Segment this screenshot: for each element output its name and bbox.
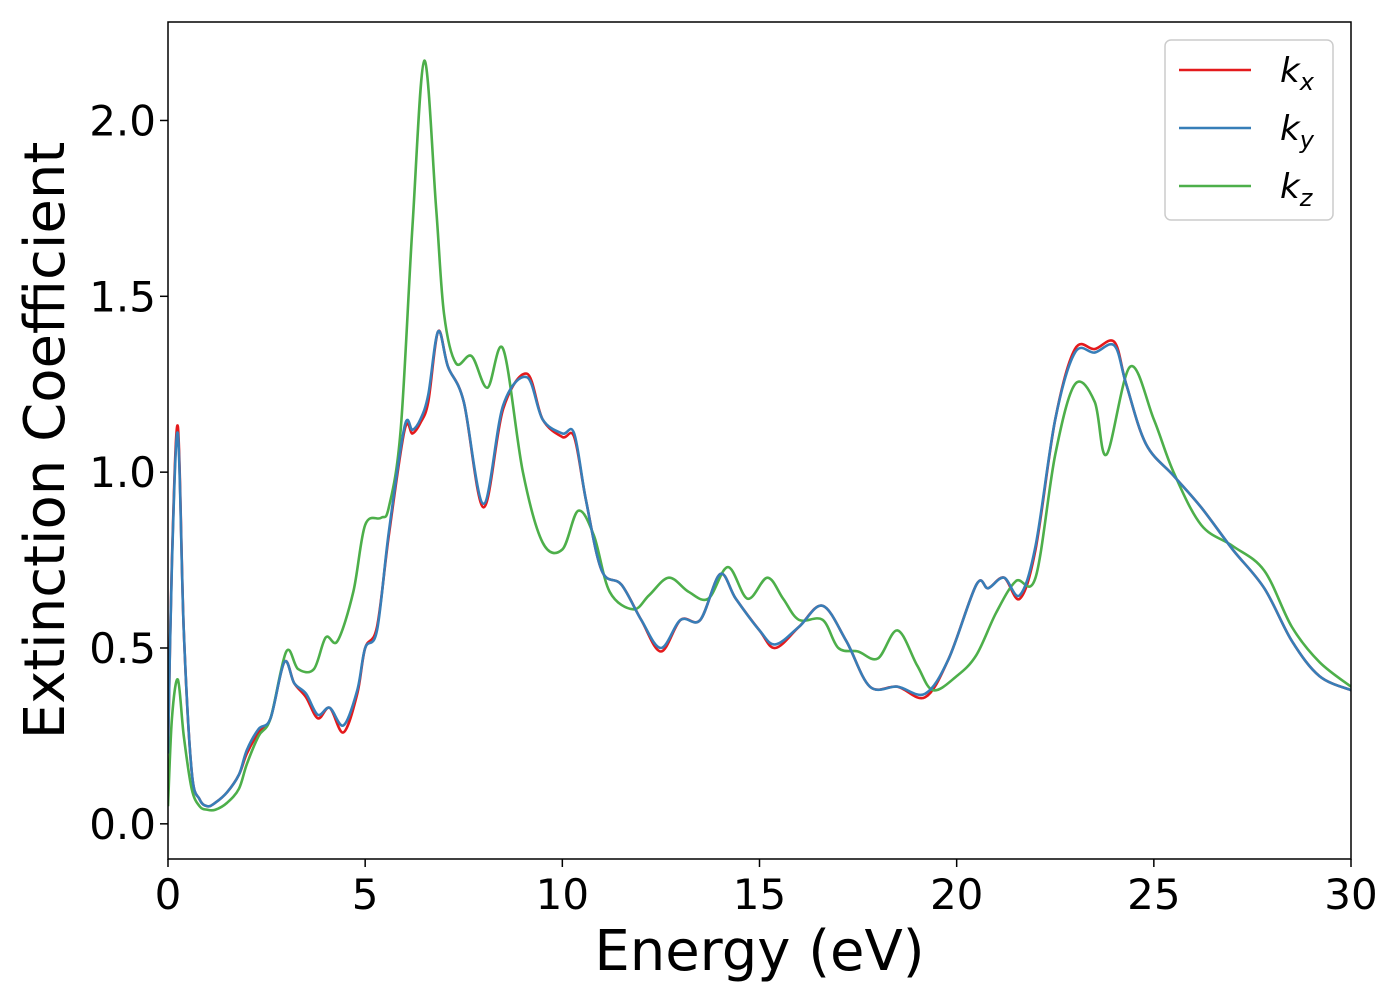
y-tick-label: 1.0 xyxy=(89,448,156,497)
legend-label-y: ky xyxy=(1280,109,1315,154)
x-tick-label: 15 xyxy=(733,870,786,919)
y-tick-label: 1.5 xyxy=(89,272,156,321)
x-tick-label: 25 xyxy=(1127,870,1180,919)
legend-label-x: kx xyxy=(1280,51,1315,96)
x-axis-ticks: 0 5 10 15 20 25 30 xyxy=(155,859,1378,919)
y-axis-ticks: 0.0 0.5 1.0 1.5 2.0 xyxy=(89,96,168,849)
y-tick-label: 2.0 xyxy=(89,96,156,145)
series-line-x xyxy=(168,329,1351,808)
legend-box xyxy=(1164,39,1334,221)
legend: kx ky kz xyxy=(1164,39,1334,221)
y-tick-label: 0.5 xyxy=(89,624,156,673)
x-tick-label: 10 xyxy=(536,870,589,919)
x-axis-title: Energy (eV) xyxy=(594,919,924,984)
x-tick-label: 0 xyxy=(155,870,182,919)
legend-label-z: kz xyxy=(1280,167,1314,212)
plot-lines xyxy=(168,59,1351,812)
x-tick-label: 5 xyxy=(352,870,379,919)
x-tick-label: 20 xyxy=(930,870,983,919)
y-tick-label: 0.0 xyxy=(89,800,156,849)
y-axis-title: Extinction Coefficient xyxy=(13,142,78,740)
series-line-y xyxy=(168,329,1351,808)
x-tick-label: 30 xyxy=(1324,870,1377,919)
